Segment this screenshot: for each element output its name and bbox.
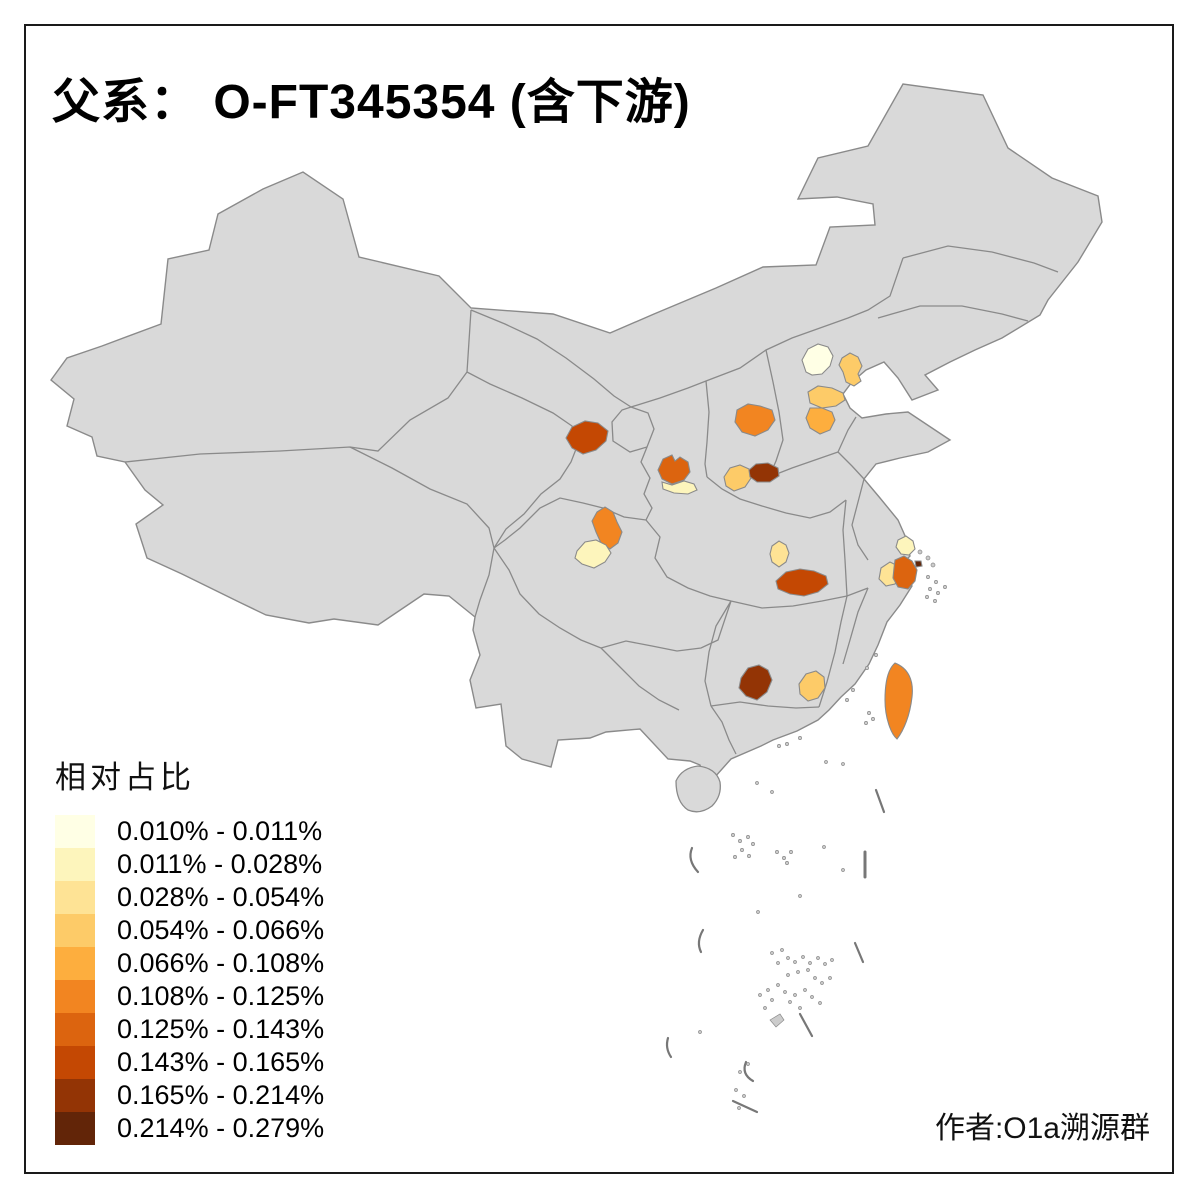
legend-swatch [55, 815, 95, 848]
legend-label: 0.054% - 0.066% [117, 915, 325, 945]
legend-swatch [55, 980, 95, 1013]
legend-label: 0.028% - 0.054% [117, 882, 325, 912]
legend-row: 0.125% - 0.143% [55, 1013, 324, 1046]
legend-label: 0.011% - 0.028% [117, 849, 323, 879]
region-shanxi-southeast [748, 462, 780, 483]
legend-row: 0.143% - 0.165% [55, 1046, 324, 1079]
scattered-islands [698, 760, 845, 1110]
region-taiwan [884, 662, 913, 740]
region-jiangsu-south [895, 535, 916, 556]
island-specks [698, 549, 947, 1110]
region-sichuan-north [591, 506, 623, 550]
legend-title: 相对占比 [55, 760, 195, 795]
region-hubei-south [775, 568, 829, 597]
legend-swatch [55, 881, 95, 914]
legend-row: 0.108% - 0.125% [55, 980, 324, 1013]
legend-label: 0.125% - 0.143% [117, 1014, 325, 1044]
region-hebei-south [805, 407, 836, 435]
region-chengdu [574, 539, 612, 569]
page-title: 父系： O-FT345354 (含下游) [52, 76, 691, 129]
region-shanghai [914, 560, 923, 568]
legend-row: 0.066% - 0.108% [55, 947, 324, 980]
region-shanxi-north [734, 403, 776, 437]
paracel-islands [731, 833, 793, 865]
region-hangzhou [892, 555, 918, 590]
legend: 相对占比 0.010% - 0.011% 0.011% - 0.028% 0.0… [55, 752, 324, 1145]
author-credit: 作者:O1a溯源群 [934, 1112, 1150, 1145]
legend-swatch [55, 1013, 95, 1046]
legend-swatch [55, 848, 95, 881]
legend-row: 0.054% - 0.066% [55, 914, 324, 947]
legend-label: 0.108% - 0.125% [117, 981, 325, 1011]
region-hebei-central [807, 385, 846, 409]
legend-rows: 0.010% - 0.011% 0.011% - 0.028% 0.028% -… [55, 815, 324, 1145]
legend-label: 0.066% - 0.108% [117, 948, 325, 978]
region-shaanxi-xian [657, 454, 691, 485]
colored-regions [565, 343, 923, 740]
region-hunan-south [738, 664, 773, 701]
coastal-islands [777, 549, 947, 748]
legend-swatch [55, 1112, 95, 1145]
legend-row: 0.165% - 0.214% [55, 1079, 324, 1112]
legend-swatch [55, 914, 95, 947]
legend-row: 0.010% - 0.011% [55, 815, 324, 848]
hainan-island [675, 765, 721, 813]
legend-swatch [55, 1046, 95, 1079]
legend-label: 0.010% - 0.011% [117, 816, 323, 846]
legend-swatch [55, 947, 95, 980]
legend-label: 0.143% - 0.165% [117, 1047, 325, 1077]
region-guangdong-east [798, 670, 826, 702]
legend-row: 0.011% - 0.028% [55, 848, 324, 881]
nine-dash-line [665, 788, 886, 1114]
region-tianjin [838, 352, 863, 387]
legend-label: 0.214% - 0.279% [117, 1113, 325, 1143]
region-gansu-lanzhou [565, 420, 609, 455]
spratly-islands [758, 948, 834, 1010]
legend-swatch [55, 1079, 95, 1112]
legend-row: 0.214% - 0.279% [55, 1112, 324, 1145]
region-beijing [801, 343, 834, 376]
legend-label: 0.165% - 0.214% [117, 1080, 325, 1110]
province-borders [124, 245, 1059, 755]
legend-row: 0.028% - 0.054% [55, 881, 324, 914]
region-shaanxi-east [661, 480, 698, 495]
region-hubei-central [769, 540, 790, 568]
